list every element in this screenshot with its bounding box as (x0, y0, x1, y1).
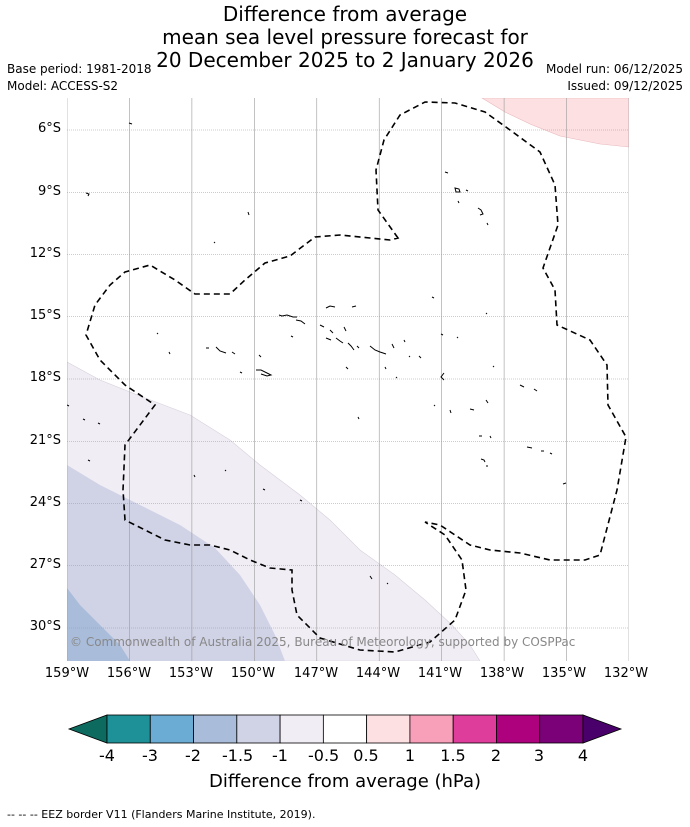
colorbar-label: -4 (99, 746, 115, 765)
colorbar-label: -2 (185, 746, 201, 765)
colorbar-swatch (539, 714, 584, 744)
copyright-notice: © Commonwealth of Australia 2025, Bureau… (70, 635, 575, 649)
colorbar-label: 4 (577, 746, 589, 765)
lat-label: 21°S (29, 433, 61, 448)
lon-label: 138°W (479, 666, 525, 681)
colorbar-swatch (149, 714, 194, 744)
colorbar-swatch (366, 714, 411, 744)
colorbar-label: 1.5 (440, 746, 466, 765)
lat-label: 6°S (37, 121, 61, 136)
colorbar (67, 714, 623, 744)
eez-border (85, 101, 627, 653)
graticule (67, 98, 629, 661)
title-line-1: Difference from average (222, 2, 468, 26)
colorbar-swatch (106, 714, 151, 744)
title-line-2: mean sea level pressure forecast for (162, 25, 528, 49)
anomaly-region-positive-0-5 (481, 98, 629, 148)
colorbar-swatch (496, 714, 541, 744)
model-name: Model: ACCESS-S2 (7, 79, 119, 93)
colorbar-swatch (279, 714, 324, 744)
islands (67, 122, 567, 585)
lat-label: 9°S (37, 184, 61, 199)
colorbar-title: Difference from average (hPa) (208, 771, 482, 792)
issued-date: Issued: 09/12/2025 (567, 79, 683, 93)
lon-label: 156°W (106, 666, 152, 681)
colorbar-label: -0.5 (308, 746, 340, 765)
lat-label: 27°S (29, 557, 61, 572)
colorbar-swatch (452, 714, 497, 744)
lon-label: 144°W (355, 666, 401, 681)
lon-label: 141°W (417, 666, 463, 681)
colorbar-extend-high (582, 714, 623, 744)
colorbar-extend-low (67, 714, 108, 744)
lon-label: 150°W (230, 666, 276, 681)
colorbar-label: -3 (142, 746, 158, 765)
lon-label: 135°W (541, 666, 587, 681)
anomaly-region-negative-1-5 (67, 588, 130, 661)
lat-label: 24°S (29, 495, 61, 510)
colorbar-label: 1 (404, 746, 416, 765)
anomaly-region-negative-1 (67, 465, 285, 661)
base-period: Base period: 1981-2018 (7, 62, 152, 76)
eez-footnote: -- -- -- EEZ border V11 (Flanders Marine… (7, 808, 316, 821)
colorbar-swatch (409, 714, 454, 744)
lon-label: 147°W (293, 666, 339, 681)
lon-label: 132°W (603, 666, 649, 681)
colorbar-swatch (322, 714, 368, 744)
lat-label: 30°S (29, 619, 61, 634)
lon-label: 153°W (168, 666, 214, 681)
lon-label: 159°W (44, 666, 90, 681)
lat-label: 18°S (29, 370, 61, 385)
colorbar-label: 0.5 (353, 746, 379, 765)
colorbar-label: 3 (533, 746, 545, 765)
colorbar-label: -1.5 (222, 746, 254, 765)
model-run: Model run: 06/12/2025 (545, 62, 683, 76)
title-line-3: 20 December 2025 to 2 January 2026 (156, 48, 534, 72)
colorbar-label: 2 (490, 746, 502, 765)
lat-label: 15°S (29, 308, 61, 323)
colorbar-swatch (193, 714, 238, 744)
colorbar-label: -1 (272, 746, 288, 765)
lat-label: 12°S (29, 246, 61, 261)
colorbar-swatch (236, 714, 281, 744)
